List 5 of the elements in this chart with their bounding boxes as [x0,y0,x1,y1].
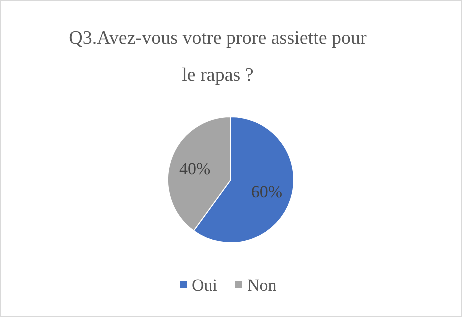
data-label: 60% [251,182,283,202]
chart-title: Q3.Avez-vous votre prore assiette pour le rapas ? [69,28,368,86]
legend-label: Non [248,276,278,295]
legend-label: Oui [192,276,218,295]
data-label: 40% [179,159,211,178]
